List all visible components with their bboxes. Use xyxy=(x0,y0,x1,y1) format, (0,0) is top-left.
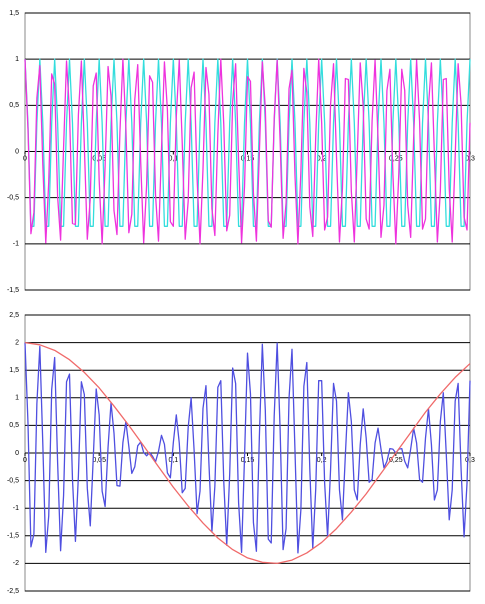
y-tick-label: -1,5 xyxy=(7,533,19,540)
y-tick-label: 1 xyxy=(15,395,19,402)
x-tick-label: 0 xyxy=(23,457,27,464)
y-tick-label: 1,5 xyxy=(9,10,19,17)
x-tick-label: 0,15 xyxy=(241,457,255,464)
x-tick-label: 0,05 xyxy=(92,457,106,464)
series-line xyxy=(24,342,471,554)
x-tick-label: 0,2 xyxy=(317,155,327,162)
y-tick-label: -1 xyxy=(13,505,19,512)
series-line xyxy=(24,58,471,227)
x-tick-label: 0,1 xyxy=(168,155,178,162)
y-tick-label: 1,5 xyxy=(9,367,19,374)
y-tick-label: 2,5 xyxy=(9,312,19,319)
y-tick-label: -1,5 xyxy=(7,287,19,294)
series-line xyxy=(24,58,471,245)
y-tick-label: 0 xyxy=(15,450,19,457)
y-tick-label: 2 xyxy=(15,339,19,346)
x-tick-label: 0,25 xyxy=(389,457,403,464)
x-tick-label: 0,2 xyxy=(317,457,327,464)
x-tick-label: 0,3 xyxy=(465,155,475,162)
y-tick-label: -2 xyxy=(13,560,19,567)
y-tick-label: 0,5 xyxy=(9,422,19,429)
y-tick-label: 0,5 xyxy=(9,102,19,109)
x-tick-label: 0,25 xyxy=(389,155,403,162)
y-tick-label: 0 xyxy=(15,148,19,155)
x-tick-label: 0,3 xyxy=(465,457,475,464)
y-tick-label: -2,5 xyxy=(7,588,19,595)
y-tick-label: 1 xyxy=(15,56,19,63)
series-line xyxy=(24,341,471,565)
y-tick-label: -0,5 xyxy=(7,477,19,484)
x-tick-label: 0 xyxy=(23,155,27,162)
y-tick-label: -0,5 xyxy=(7,195,19,202)
x-tick-label: 0,15 xyxy=(241,155,255,162)
x-tick-label: 0,1 xyxy=(168,457,178,464)
y-tick-label: -1 xyxy=(13,241,19,248)
